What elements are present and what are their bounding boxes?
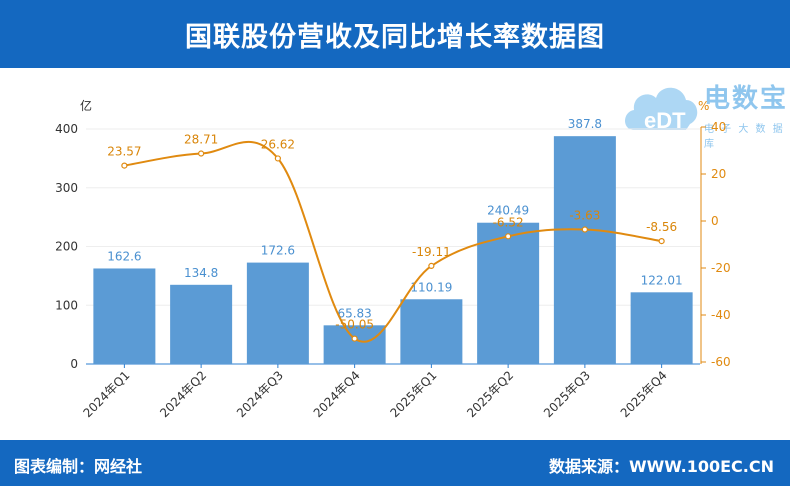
y-tick-label: 0 xyxy=(70,357,78,371)
y-right-tick-label: -20 xyxy=(711,261,731,275)
y-right-tick-label: -40 xyxy=(711,308,731,322)
line-value-label: -8.56 xyxy=(646,220,677,234)
bar xyxy=(477,222,540,364)
bar xyxy=(553,136,616,364)
bar-value-label: 122.01 xyxy=(641,273,683,287)
y-right-tick-label: 40 xyxy=(711,120,726,134)
x-tick-label: 2025年Q2 xyxy=(464,368,516,420)
line-point xyxy=(581,226,588,233)
bar-value-label: 240.49 xyxy=(487,204,529,218)
line-point xyxy=(198,150,205,157)
bar-value-label: 162.6 xyxy=(107,249,141,263)
x-tick-label: 2024年Q2 xyxy=(157,368,209,420)
bar xyxy=(93,268,156,364)
line-value-label: 28.71 xyxy=(184,133,218,147)
bar xyxy=(170,284,233,364)
y-tick-label: 200 xyxy=(55,240,78,254)
x-tick-label: 2024年Q3 xyxy=(234,368,286,420)
line-value-label: 26.62 xyxy=(261,137,295,151)
x-tick-label: 2025年Q1 xyxy=(387,368,439,420)
line-value-label: -6.52 xyxy=(493,215,524,229)
logo-subtitle: 电 子 大 数 据 库 xyxy=(704,124,785,150)
x-tick-label: 2024年Q1 xyxy=(80,368,132,420)
line-point xyxy=(428,262,435,270)
line-point xyxy=(274,155,281,162)
bar-value-label: 134.8 xyxy=(184,266,218,280)
logo-brand: 电数宝 xyxy=(704,84,789,114)
header-bar: 国联股份营收及同比增长率数据图 xyxy=(0,0,790,68)
y-tick-label: 100 xyxy=(55,298,78,312)
footer-bar: 图表编制：网经社 数据来源：WWW.100EC.CN xyxy=(0,440,790,486)
line-point xyxy=(658,238,665,245)
bar xyxy=(323,325,386,364)
line-value-label: -50.05 xyxy=(335,318,374,332)
footer-editor: 图表编制：网经社 xyxy=(14,457,143,476)
bar xyxy=(630,292,693,364)
y-axis-label: 亿 xyxy=(80,98,92,113)
line-value-label: -3.63 xyxy=(569,209,600,223)
y-right-axis-label: % xyxy=(698,99,709,113)
line-value-label: 23.57 xyxy=(107,145,141,159)
line-point xyxy=(505,233,512,240)
y-right-tick-label: 0 xyxy=(711,214,719,228)
bar-value-label: 110.19 xyxy=(410,280,452,294)
bar-value-label: 172.6 xyxy=(261,244,295,258)
bar-value-label: 65.83 xyxy=(337,306,371,320)
chart-title: 国联股份营收及同比增长率数据图 xyxy=(185,21,605,53)
bar-value-label: 387.8 xyxy=(568,117,602,131)
y-tick-label: 300 xyxy=(55,181,78,195)
growth-rate-line xyxy=(124,140,662,343)
x-tick-label: 2024年Q4 xyxy=(311,368,363,420)
y-tick-label: 400 xyxy=(55,122,78,136)
footer-source: 数据来源：WWW.100EC.CN xyxy=(548,457,774,476)
line-value-label: -19.11 xyxy=(412,245,451,259)
bar xyxy=(400,299,463,364)
x-tick-label: 2025年Q3 xyxy=(541,368,593,420)
line-point xyxy=(121,162,128,169)
bar xyxy=(246,262,309,364)
line-point xyxy=(351,335,358,342)
x-tick-label: 2025年Q4 xyxy=(618,368,670,420)
y-right-tick-label: 20 xyxy=(711,167,726,181)
y-right-tick-label: -60 xyxy=(711,355,731,369)
